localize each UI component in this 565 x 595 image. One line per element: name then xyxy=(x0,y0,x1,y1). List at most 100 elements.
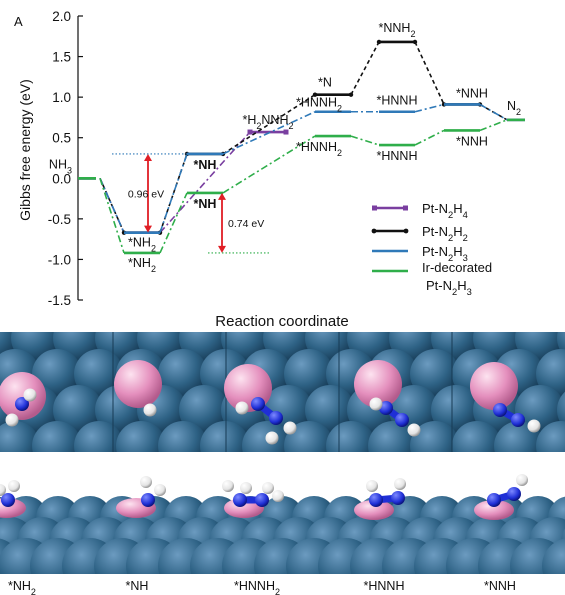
level-labels: NH3 *NH2 *NH2 *H2NNH2 *NH *NH *N *NNH2 *HNNH *HNN… xyxy=(49,21,521,274)
legend-label: Pt-N2H4 xyxy=(422,201,468,220)
dopant-atom xyxy=(470,362,518,410)
hydrogen-atom xyxy=(527,419,541,433)
legend-marker xyxy=(372,205,377,211)
legend-entry: Pt-N2H2 xyxy=(371,224,468,243)
y-tick-label: 1.5 xyxy=(52,50,71,65)
arrow-head xyxy=(218,192,226,200)
connector xyxy=(99,178,125,254)
structure-label: *HNNH2 xyxy=(234,579,280,595)
y-tick-label: 2.0 xyxy=(52,9,71,24)
level-label: *HNNH xyxy=(377,94,418,108)
level-label: NH3 xyxy=(49,157,72,175)
nitrogen-atom xyxy=(487,493,501,507)
nitrogen-atom xyxy=(395,413,409,427)
connector xyxy=(222,94,316,155)
level-label: *NNH xyxy=(456,86,488,100)
energy-annotations: 0.96 eV 0.74 eV xyxy=(112,153,270,254)
connector xyxy=(414,41,445,105)
hydrogen-atom xyxy=(272,490,284,502)
nitrogen-atom xyxy=(493,403,507,417)
arrow-head xyxy=(218,245,226,253)
hydrogen-atom xyxy=(240,482,252,494)
structure-label: *NNH xyxy=(484,579,516,593)
nitrogen-atom xyxy=(269,411,283,425)
dopant-atom xyxy=(0,372,46,420)
gap-annotation: 0.74 eV xyxy=(208,192,270,254)
connector xyxy=(414,129,445,146)
x-axis-label: Reaction coordinate xyxy=(215,313,348,330)
level-label: *NH2 xyxy=(128,236,156,254)
level-label: *H2NNH2 xyxy=(242,113,293,131)
level-marker xyxy=(247,129,253,135)
panel-label: A xyxy=(14,14,23,29)
slab-atom xyxy=(0,421,40,452)
slab-atom xyxy=(158,421,208,452)
gap-annotation: 0.96 eV xyxy=(112,153,208,233)
legend-entry: Pt-N2H3 xyxy=(372,244,468,263)
structure-label: *HNNH xyxy=(364,579,405,593)
level-label: *N xyxy=(318,76,332,90)
slab-atom xyxy=(536,421,565,452)
structure-labels: *NH2 *NH *HNNH2 *HNNH *NNH xyxy=(8,579,516,595)
level-label: N2 xyxy=(507,99,521,117)
hydrogen-atom xyxy=(407,423,421,437)
gap-value: 0.74 eV xyxy=(228,218,264,230)
dopant-atom xyxy=(114,360,162,408)
slab-atom xyxy=(557,391,565,429)
y-tick-label: 1.0 xyxy=(52,90,71,105)
nitrogen-atom xyxy=(15,397,29,411)
nitrogen-atom xyxy=(1,493,15,507)
structure-label: *NH xyxy=(126,579,149,593)
top-view-structures xyxy=(0,332,565,452)
structure-label: *NH2 xyxy=(8,579,36,595)
slab-atom xyxy=(410,421,460,452)
side-view-structures xyxy=(0,474,565,574)
dopant-atom xyxy=(354,360,402,408)
connector xyxy=(99,177,125,233)
level-label: *HNNH2 xyxy=(296,96,342,114)
connector xyxy=(159,153,188,233)
hydrogen-atom xyxy=(516,474,528,486)
y-axis-label: Gibbs free energy (eV) xyxy=(17,79,33,221)
legend-label: Pt-N2H3 xyxy=(426,278,472,297)
dopant-atom xyxy=(354,500,394,520)
series-group xyxy=(78,39,525,255)
nitrogen-atom xyxy=(507,487,521,501)
connector xyxy=(414,103,445,113)
hydrogen-atom xyxy=(8,480,20,492)
level-marker xyxy=(283,129,289,135)
y-tick-label: -0.5 xyxy=(48,212,71,227)
connector xyxy=(479,119,508,132)
legend-entry: Pt-N2H4 xyxy=(372,201,468,220)
connector xyxy=(350,135,380,146)
connector xyxy=(159,192,188,254)
nitrogen-atom xyxy=(511,413,525,427)
legend-label: Ir-decorated xyxy=(422,260,492,275)
slab-atom xyxy=(284,421,334,452)
structure-images: *NH2 *NH *HNNH2 *HNNH *NNH xyxy=(0,332,565,595)
legend-label: Pt-N2H2 xyxy=(422,224,468,243)
hydrogen-atom xyxy=(366,480,378,492)
energy-diagram: 2.0 1.5 1.0 0.5 0.0 -0.5 -1.0 -1.5 Gibbs free e… xyxy=(17,9,525,330)
nitrogen-atom xyxy=(141,493,155,507)
hydrogen-atom xyxy=(283,421,297,435)
slab-atom xyxy=(452,421,502,452)
level-label: *NNH2 xyxy=(379,21,416,39)
nitrogen-atom xyxy=(379,401,393,415)
level-label: *NNH xyxy=(456,134,488,148)
dopant-atom xyxy=(474,500,514,520)
connector xyxy=(222,111,316,155)
nitrogen-atom xyxy=(255,493,269,507)
series-ir-decorated-pt-n2h3 xyxy=(78,118,525,255)
connector xyxy=(222,135,316,194)
level-label: *NH2 xyxy=(128,256,156,274)
slab-atom xyxy=(200,421,250,452)
connector xyxy=(350,41,380,96)
nitrogen-atom xyxy=(251,397,265,411)
y-tick-label: -1.0 xyxy=(48,252,71,267)
hydrogen-atom xyxy=(143,403,157,417)
hydrogen-atom xyxy=(140,476,152,488)
arrow-head xyxy=(144,153,152,161)
